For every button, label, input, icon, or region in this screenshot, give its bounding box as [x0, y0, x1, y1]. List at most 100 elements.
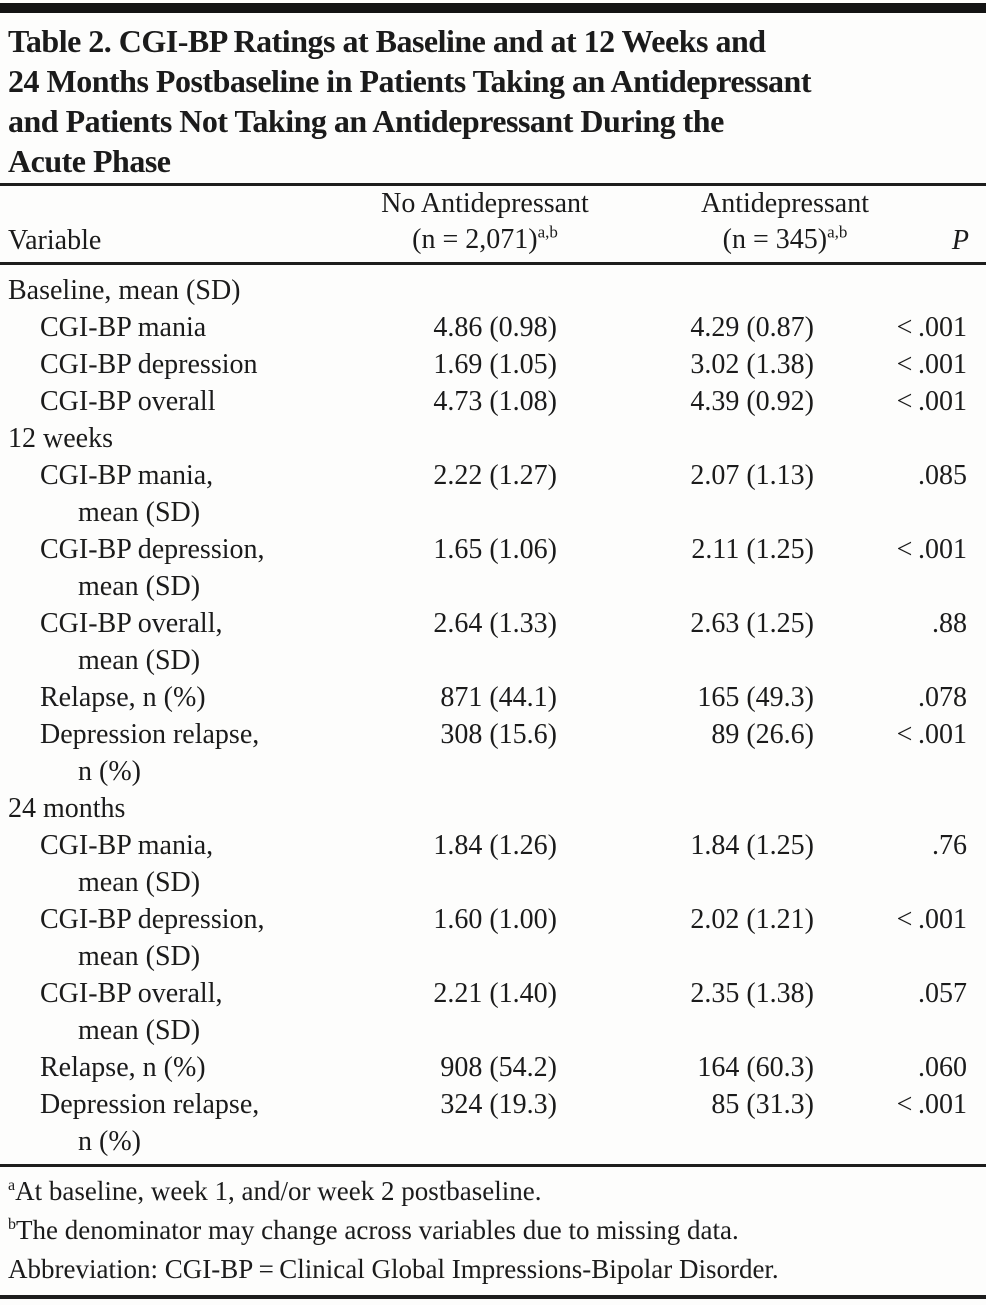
footnote-b: bThe denominator may change across varia…: [8, 1215, 739, 1245]
cell-antidepressant-value: 85 (31.3): [711, 1089, 814, 1120]
cell-antidepressant-value: 4.39 (0.92): [690, 386, 814, 417]
footnote-abbreviation: Abbreviation: CGI-BP = Clinical Global I…: [8, 1254, 779, 1284]
row-label: CGI-BP depression, mean (SD): [8, 531, 340, 605]
cell-no-antidepressant-value: 908 (54.2): [440, 1052, 557, 1083]
cell-p-value: .060: [918, 1052, 967, 1083]
cell-p-value: < .001: [896, 312, 967, 343]
rule-below-title: [0, 183, 986, 186]
cell-p-value: < .001: [896, 534, 967, 565]
row-label: CGI-BP mania, mean (SD): [8, 827, 340, 901]
row-label-line1: 24 months: [8, 793, 126, 824]
column-header-no-antidepressant: No Antidepressant (n = 2,071)a,b: [381, 186, 589, 258]
cell-no-antidepressant-value: 871 (44.1): [440, 682, 557, 713]
table-row: CGI-BP mania 4.86 (0.98) 4.29 (0.87) < .…: [8, 309, 975, 346]
row-label: CGI-BP overall: [8, 383, 340, 420]
table-row: CGI-BP overall 4.73 (1.08) 4.39 (0.92) <…: [8, 383, 975, 420]
table-title-line: 24 Months Postbaseline in Patients Takin…: [8, 63, 811, 99]
table-row: CGI-BP overall, mean (SD) 2.64 (1.33) 2.…: [8, 605, 975, 679]
cell-antidepressant-value: 164 (60.3): [697, 1052, 814, 1083]
row-label-line2: mean (SD): [78, 867, 201, 898]
table-row: Relapse, n (%) 908 (54.2) 164 (60.3) .06…: [8, 1049, 975, 1086]
row-label-line2: mean (SD): [78, 497, 201, 528]
row-label-line1: CGI-BP overall,: [40, 608, 223, 639]
cell-antidepressant-value: 2.11 (1.25): [691, 534, 814, 565]
column-header-antidepressant-line1: Antidepressant: [701, 188, 869, 219]
row-label: Relapse, n (%): [8, 679, 340, 716]
cell-p-value: .078: [918, 682, 967, 713]
row-label-line1: Depression relapse,: [40, 719, 260, 750]
table-row: CGI-BP overall, mean (SD) 2.21 (1.40) 2.…: [8, 975, 975, 1049]
row-label-line1: Depression relapse,: [40, 1089, 260, 1120]
cell-antidepressant-value: 1.84 (1.25): [690, 830, 814, 861]
table-title-line: Table 2. CGI-BP Ratings at Baseline and …: [8, 23, 766, 59]
cell-antidepressant-value: 4.29 (0.87): [690, 312, 814, 343]
column-header-antidepressant: Antidepressant (n = 345)a,b: [701, 186, 869, 258]
row-label: Relapse, n (%): [8, 1049, 340, 1086]
cell-no-antidepressant-value: 324 (19.3): [440, 1089, 557, 1120]
table-row: CGI-BP depression, mean (SD) 1.60 (1.00)…: [8, 901, 975, 975]
table-row: Depression relapse, n (%) 324 (19.3) 85 …: [8, 1086, 975, 1160]
table-row: Depression relapse, n (%) 308 (15.6) 89 …: [8, 716, 975, 790]
row-label-line2: mean (SD): [78, 1015, 201, 1046]
row-label-line2: n (%): [78, 756, 141, 787]
column-header-p: P: [951, 225, 969, 256]
table-header-row: Variable No Antidepressant (n = 2,071)a,…: [8, 186, 975, 262]
row-label: CGI-BP mania: [8, 309, 340, 346]
footnote-marker: a,b: [537, 222, 558, 242]
row-label-line1: CGI-BP depression,: [40, 534, 265, 565]
column-header-antidepressant-line2: (n = 345)a,b: [722, 222, 848, 255]
cell-p-value: .76: [932, 830, 967, 861]
row-label: CGI-BP overall, mean (SD): [8, 605, 340, 679]
cell-no-antidepressant-value: 1.60 (1.00): [433, 904, 557, 935]
table-row: Baseline, mean (SD): [8, 272, 975, 309]
cell-antidepressant-value: 3.02 (1.38): [690, 349, 814, 380]
cell-no-antidepressant-value: 2.22 (1.27): [433, 460, 557, 491]
table-title: Table 2. CGI-BP Ratings at Baseline and …: [8, 21, 975, 181]
cell-no-antidepressant-value: 1.84 (1.26): [433, 830, 557, 861]
row-label-line1: CGI-BP overall: [40, 386, 216, 417]
row-label-line1: CGI-BP depression,: [40, 904, 265, 935]
table-row: CGI-BP depression, mean (SD) 1.65 (1.06)…: [8, 531, 975, 605]
row-label-line1: CGI-BP mania: [40, 312, 207, 343]
row-label-line1: CGI-BP mania,: [40, 460, 214, 491]
rule-above-footnotes: [0, 1164, 986, 1167]
rule-bottom: [0, 1295, 986, 1299]
cell-antidepressant-value: 2.02 (1.21): [690, 904, 814, 935]
table-row: 24 months: [8, 790, 975, 827]
table-row: 12 weeks: [8, 420, 975, 457]
row-label: Depression relapse, n (%): [8, 1086, 340, 1160]
table-row: CGI-BP mania, mean (SD) 1.84 (1.26) 1.84…: [8, 827, 975, 901]
row-label-line1: Relapse, n (%): [40, 1052, 206, 1083]
cell-p-value: .88: [932, 608, 967, 639]
row-label: Baseline, mean (SD): [8, 272, 340, 309]
cell-no-antidepressant-value: 2.64 (1.33): [433, 608, 557, 639]
row-label: CGI-BP depression, mean (SD): [8, 901, 340, 975]
cell-no-antidepressant-value: 1.69 (1.05): [433, 349, 557, 380]
cell-p-value: < .001: [896, 386, 967, 417]
cell-no-antidepressant-value: 2.21 (1.40): [433, 978, 557, 1009]
row-label: 24 months: [8, 790, 340, 827]
cell-no-antidepressant-value: 1.65 (1.06): [433, 534, 557, 565]
cell-antidepressant-value: 2.63 (1.25): [690, 608, 814, 639]
row-label: CGI-BP mania, mean (SD): [8, 457, 340, 531]
table-row: Relapse, n (%) 871 (44.1) 165 (49.3) .07…: [8, 679, 975, 716]
cell-antidepressant-value: 2.07 (1.13): [690, 460, 814, 491]
rule-below-header: [0, 262, 986, 265]
top-black-bar: [0, 3, 986, 13]
footnote-marker: a,b: [827, 222, 848, 242]
table-body: Baseline, mean (SD) CGI-BP mania 4.86 (0…: [8, 265, 975, 1164]
cell-antidepressant-value: 89 (26.6): [711, 719, 814, 750]
footnotes: aAt baseline, week 1, and/or week 2 post…: [8, 1167, 975, 1289]
column-header-variable: Variable: [8, 225, 102, 256]
cell-no-antidepressant-value: 4.86 (0.98): [433, 312, 557, 343]
row-label-line1: 12 weeks: [8, 423, 113, 454]
table-row: CGI-BP mania, mean (SD) 2.22 (1.27) 2.07…: [8, 457, 975, 531]
cell-antidepressant-value: 2.35 (1.38): [690, 978, 814, 1009]
row-label-line2: mean (SD): [78, 645, 201, 676]
row-label-line2: n (%): [78, 1126, 141, 1157]
row-label: CGI-BP overall, mean (SD): [8, 975, 340, 1049]
row-label-line1: CGI-BP depression: [40, 349, 258, 380]
column-header-no-antidepressant-line2: (n = 2,071)a,b: [412, 222, 558, 255]
row-label: Depression relapse, n (%): [8, 716, 340, 790]
